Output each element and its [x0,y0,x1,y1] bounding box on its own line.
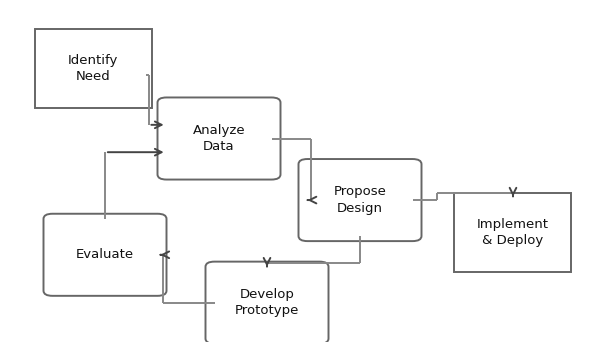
Text: Develop
Prototype: Develop Prototype [235,288,299,317]
FancyBboxPatch shape [157,97,280,180]
FancyBboxPatch shape [455,193,571,272]
Text: Evaluate: Evaluate [76,248,134,261]
Text: Implement
& Deploy: Implement & Deploy [477,218,549,247]
FancyBboxPatch shape [298,159,421,241]
Text: Analyze
Data: Analyze Data [193,124,245,153]
FancyBboxPatch shape [44,214,166,296]
Text: Propose
Design: Propose Design [334,185,386,215]
FancyBboxPatch shape [206,262,329,342]
FancyBboxPatch shape [35,29,151,108]
Text: Identify
Need: Identify Need [68,54,118,83]
